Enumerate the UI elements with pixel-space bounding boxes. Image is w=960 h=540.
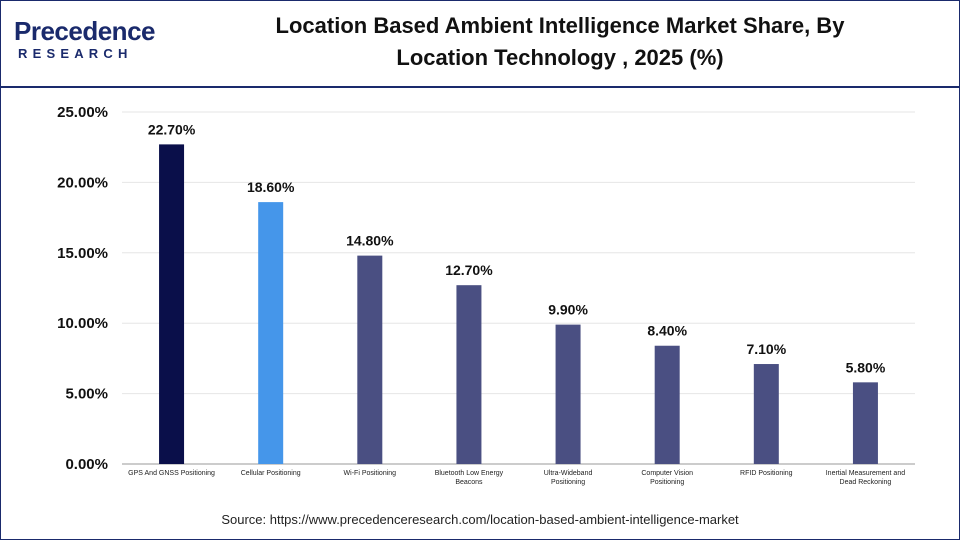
gridlines (122, 111, 915, 465)
x-tick-label: Wi-Fi Positioning (344, 470, 397, 477)
logo-subtitle: RESEARCH (18, 46, 133, 61)
data-label: 9.90% (548, 302, 588, 318)
y-tick-label: 0.00% (65, 456, 108, 473)
bar (159, 144, 185, 464)
data-labels: 22.70% 18.60% 14.80% 12.70% 9.90% 8.40% 7.10% 5… (148, 121, 886, 375)
x-tick-label: Inertial Measurement and Dead Reckoning (826, 470, 905, 486)
y-tick-label: 15.00% (57, 245, 108, 262)
x-tick-label: GPS And GNSS Positioning (128, 470, 215, 477)
data-label: 5.80% (846, 359, 886, 375)
x-tick-label: RFID Positioning (740, 470, 793, 477)
bar (357, 255, 383, 464)
bar (753, 364, 779, 464)
data-label: 22.70% (148, 121, 196, 137)
x-tick-label: Cellular Positioning (241, 470, 301, 477)
x-tick-label: Computer Vision Positioning (641, 470, 693, 486)
bar (654, 345, 680, 464)
y-tick-label: 10.00% (57, 315, 108, 332)
data-label: 12.70% (445, 262, 493, 278)
data-label: 7.10% (746, 341, 786, 357)
bar (852, 382, 878, 464)
logo-wordmark: Precedence (14, 16, 155, 46)
y-tick-label: 5.00% (65, 386, 108, 403)
bar (555, 324, 581, 464)
y-tick-label: 20.00% (57, 174, 108, 191)
header: Precedence RESEARCH Location Based Ambie… (0, 0, 960, 88)
data-label: 14.80% (346, 233, 394, 249)
y-tick-label: 25.00% (57, 104, 108, 121)
x-tick-label: Bluetooth Low Energy Beacons (435, 470, 504, 486)
x-tick-label: Ultra-Wideband Positioning (544, 470, 593, 486)
source-note: Source: https://www.precedenceresearch.c… (221, 512, 739, 527)
data-label: 8.40% (647, 323, 687, 339)
bar (258, 202, 284, 464)
chart-title: Location Based Ambient Intelligence Mark… (275, 13, 845, 70)
x-axis-ticks: GPS And GNSS Positioning Cellular Positio… (128, 470, 905, 486)
bars (159, 144, 878, 464)
y-axis-ticks: 0.00% 5.00% 10.00% 15.00% 20.00% 25.00% (57, 104, 108, 473)
data-label: 18.60% (247, 179, 295, 195)
bar (456, 285, 482, 464)
brand-logo: Precedence RESEARCH (14, 16, 164, 64)
